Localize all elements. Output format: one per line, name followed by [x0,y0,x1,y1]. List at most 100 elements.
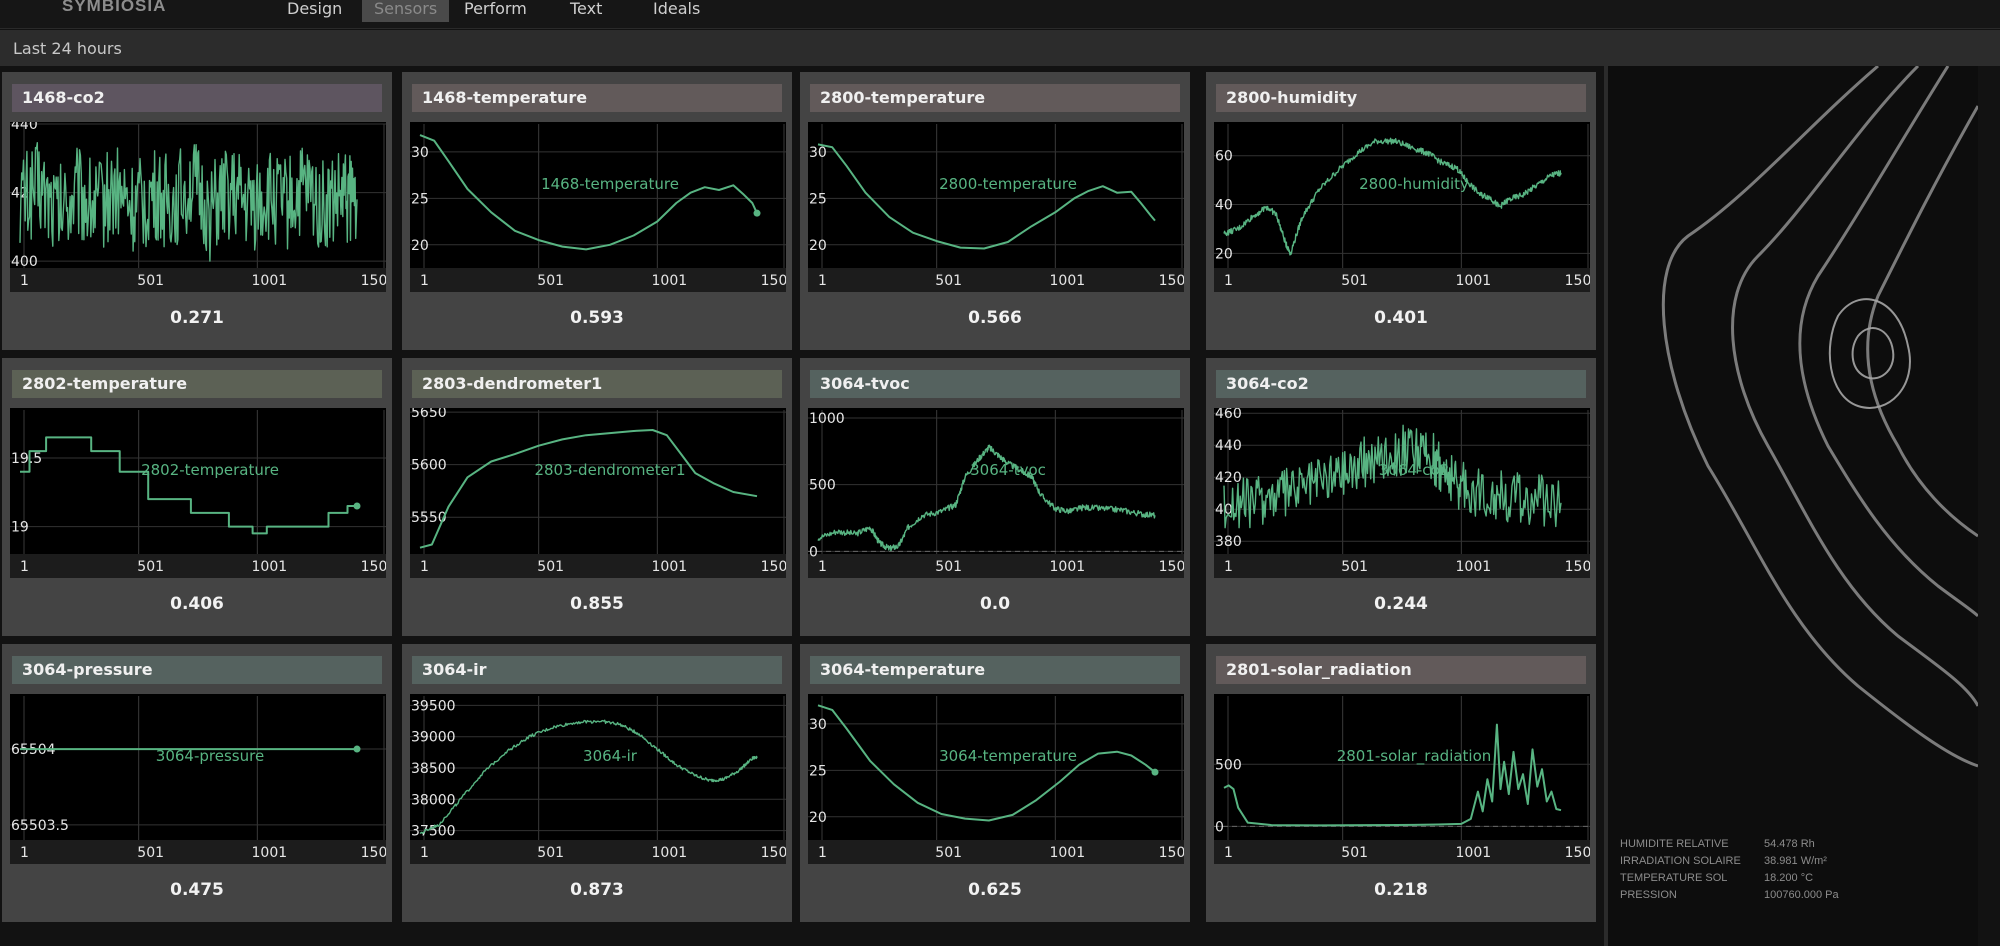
x-tick-label: 501 [537,273,564,289]
sensor-card[interactable]: 3064-ir 1 501 1001 150 39500 39000 38500 38000 37… [402,644,792,922]
line-chart: 1 501 1001 150 500 0 2801-solar_radiation [1214,696,1590,864]
sensor-title: 3064-pressure [12,656,382,684]
sensor-title: 3064-co2 [1216,370,1586,398]
sensor-chart: 1 501 1001 150 30 25 20 1468-temperature [410,122,786,292]
series-line [1223,723,1562,827]
sensor-card[interactable]: 2803-dendrometer1 1 501 1001 150 5650 5600 5550… [402,358,792,636]
sensor-chart: 1 501 1001 150 39500 39000 38500 38000 37500 3064… [410,694,786,864]
series-line [817,704,1156,822]
sensor-score: 0.271 [170,308,224,328]
y-tick-label: 38000 [411,792,456,808]
sensor-score: 0.401 [1374,308,1428,328]
sensor-card[interactable]: 1468-co2 1 501 1001 150 440 42 400 0.271 [2,72,392,350]
y-tick-label: 440 [1215,438,1242,454]
x-axis-strip [10,840,386,864]
readout-label: IRRADIATION SOLAIRE [1620,855,1741,867]
nav-tab-sensors[interactable]: Sensors [362,0,450,22]
sensor-title: 2801-solar_radiation [1216,656,1586,684]
x-tick-label: 150 [1159,845,1184,861]
x-tick-label: 150 [761,273,786,289]
y-tick-label: 5600 [411,458,447,474]
sensor-score: 0.244 [1374,594,1428,614]
readout-value: 18.200 °C [1764,872,1814,884]
x-tick-label: 1001 [1050,845,1086,861]
x-tick-label: 150 [761,845,786,861]
sensor-score: 0.625 [968,880,1022,900]
sensor-title: 2800-humidity [1216,84,1586,112]
y-tick-label: 20 [411,238,429,254]
y-tick-label: 1000 [809,411,845,427]
sensor-score: 0.593 [570,308,624,328]
x-tick-label: 150 [361,273,386,289]
x-tick-label: 150 [1565,845,1590,861]
x-tick-label: 501 [137,845,164,861]
sensor-score: 0.475 [170,880,224,900]
y-tick-label: 500 [1215,757,1242,773]
sensor-card[interactable]: 2800-humidity 1 501 1001 150 60 40 20 2800-humid… [1206,72,1596,350]
series-label: 2801-solar_radiation [1337,747,1492,766]
line-chart: 1 501 1001 150 60 40 20 2800-humidity [1214,124,1590,292]
x-tick-label: 501 [137,559,164,575]
series-label: 2802-temperature [141,461,279,479]
x-tick-label: 501 [537,845,564,861]
y-tick-label: 500 [809,478,836,494]
y-tick-label: 19 [11,520,29,536]
sensor-chart: 1 501 1001 150 60 40 20 2800-humidity [1214,122,1590,292]
tree-ring-visualization: HUMIDITE RELATIVE 54.478 Rh IRRADIATION … [1608,66,1978,946]
nav-tab-perform[interactable]: Perform [464,0,527,18]
sensor-title: 2802-temperature [12,370,382,398]
sensor-card[interactable]: 2802-temperature 1 501 1001 150 19.5 19 2802-te… [2,358,392,636]
y-tick-label: 20 [809,810,827,826]
x-tick-label: 150 [361,559,386,575]
sensor-title: 1468-co2 [12,84,382,112]
time-range-label[interactable]: Last 24 hours [13,39,122,58]
series-end-point [1151,768,1159,776]
sensor-title: 3064-temperature [810,656,1180,684]
x-tick-label: 1001 [652,559,688,575]
sensor-card[interactable]: 2801-solar_radiation 1 501 1001 150 500 0 2801-… [1206,644,1596,922]
line-chart: 1 501 1001 150 5650 5600 5550 2803-dendrometer1 [410,408,786,578]
sensor-card[interactable]: 1468-temperature 1 501 1001 150 30 25 20 1468-te… [402,72,792,350]
x-tick-label: 1 [818,273,827,289]
sensor-chart: 1 501 1001 150 460 440 420 40 380 3064-co2 [1214,408,1590,578]
readout-value: 38.981 W/m² [1764,855,1827,867]
sensor-title: 1468-temperature [412,84,782,112]
sensor-card[interactable]: 3064-pressure 1 501 1001 150 65504 65503.5 3064… [2,644,392,922]
series-line [419,719,758,835]
x-axis-strip [410,840,786,864]
sensor-title: 2803-dendrometer1 [412,370,782,398]
sensor-score: 0.0 [979,594,1011,614]
sensor-chart: 1 501 1001 150 19.5 19 2802-temperature [10,408,386,578]
nav-tab-ideals[interactable]: Ideals [653,0,701,18]
series-label: 2803-dendrometer1 [534,461,685,479]
x-tick-label: 150 [361,845,386,861]
sensor-chart: 1 501 1001 150 440 42 400 [10,122,386,292]
sensor-title: 3064-tvoc [810,370,1180,398]
x-axis-strip [410,268,786,292]
readout-label: PRESSION [1620,889,1677,901]
x-tick-label: 501 [935,273,962,289]
line-chart: 1 501 1001 150 30 25 20 2800-temperature [808,124,1184,292]
x-axis-strip [808,554,1184,578]
sensor-card[interactable]: 3064-co2 1 501 1001 150 460 440 420 40 380 3064-co… [1206,358,1596,636]
x-tick-label: 1001 [1456,845,1492,861]
x-tick-label: 1 [20,273,29,289]
nav-tab-design[interactable]: Design [287,0,343,18]
x-axis-strip [1214,268,1590,292]
y-tick-label: 60 [1215,149,1233,165]
x-axis-strip [808,268,1184,292]
sensor-score: 0.855 [570,594,624,614]
sensor-card[interactable]: 3064-tvoc 1 501 1001 150 1000 500 0 3064-tvoc 0.0 [800,358,1190,636]
y-tick-label: 19.5 [11,451,42,467]
sensor-card[interactable]: 3064-temperature 1 501 1001 150 30 25 20 3064-te… [800,644,1190,922]
x-tick-label: 150 [1565,273,1590,289]
x-tick-label: 1 [1224,845,1233,861]
nav-tab-text[interactable]: Text [570,0,603,18]
y-tick-label: 380 [1215,534,1242,550]
sensor-card[interactable]: 2800-temperature 1 501 1001 150 30 25 20 2800-te… [800,72,1190,350]
x-tick-label: 1 [20,559,29,575]
y-tick-label: 440 [11,122,38,133]
